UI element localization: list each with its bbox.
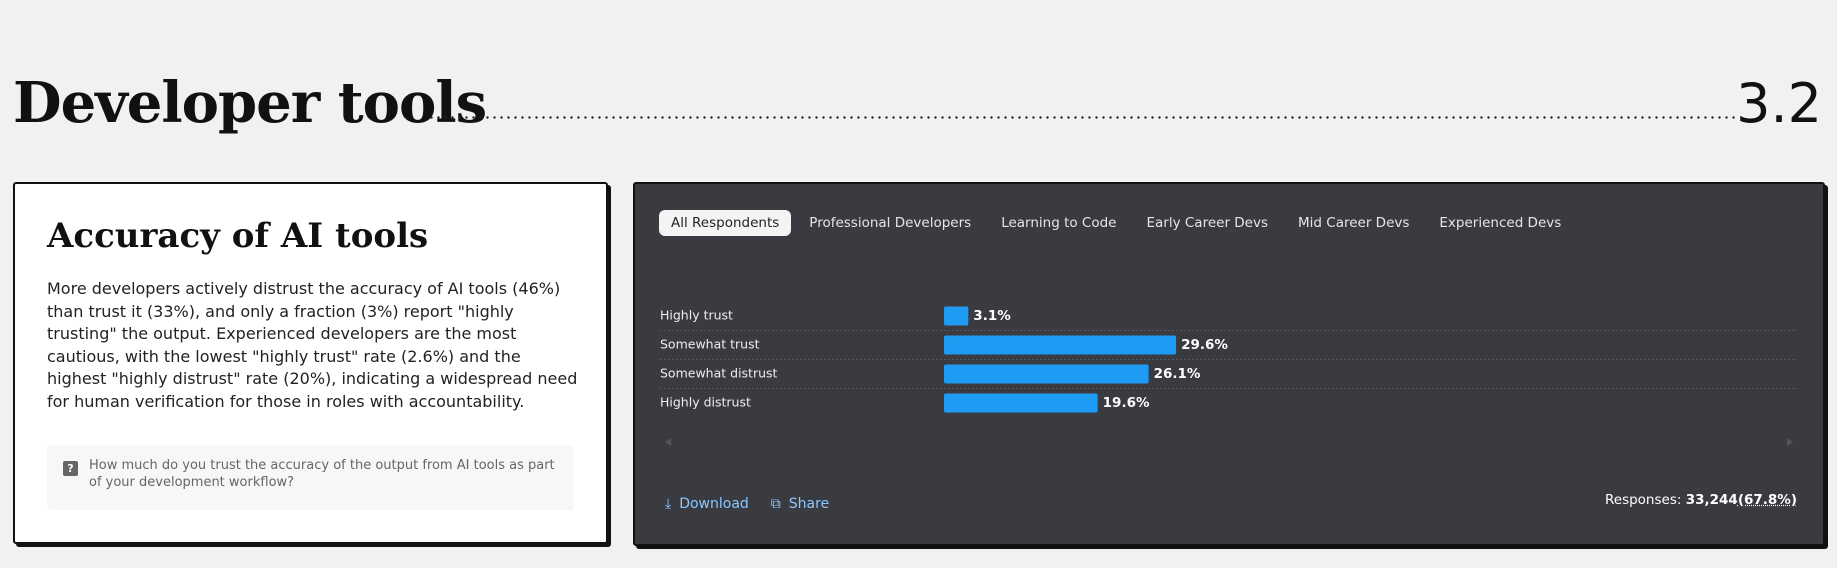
card-title: Accuracy of AI tools bbox=[47, 216, 429, 256]
question-box: ? How much do you trust the accuracy of … bbox=[47, 445, 574, 510]
bar bbox=[944, 335, 1177, 355]
tab[interactable]: Experienced Devs bbox=[1439, 215, 1562, 231]
responses-share: (67.8%) bbox=[1737, 492, 1797, 508]
question-text: How much do you trust the accuracy of th… bbox=[89, 458, 555, 490]
value-label: 29.6% bbox=[1181, 337, 1228, 353]
action-icon: ⧉ bbox=[770, 496, 781, 512]
category-label: Somewhat trust bbox=[660, 337, 760, 352]
action-label: Download bbox=[679, 496, 749, 512]
info-card: Accuracy of AI tools More developers act… bbox=[13, 182, 608, 544]
actions: ⤓ Download ⧉ Share bbox=[665, 496, 829, 512]
tab[interactable]: Professional Developers bbox=[809, 215, 972, 231]
card-text: More developers actively distrust the ac… bbox=[47, 279, 578, 411]
responses-label: Responses: bbox=[1604, 492, 1682, 508]
value-label: 3.1% bbox=[973, 308, 1011, 324]
category-label: Highly trust bbox=[660, 308, 733, 323]
scroll-left[interactable] bbox=[665, 438, 671, 446]
responses: Responses: 33,244(67.8%) bbox=[1605, 492, 1797, 508]
responses-count: 33,244 bbox=[1685, 492, 1738, 508]
tab-bar: All Respondents Professional Developers Le… bbox=[659, 210, 1573, 236]
section-number: 3.2 bbox=[1736, 72, 1822, 135]
action-icon: ⤓ bbox=[665, 496, 672, 512]
value-label: 26.1% bbox=[1154, 366, 1201, 382]
dot-leader bbox=[428, 116, 1739, 119]
value-label: 19.6% bbox=[1103, 395, 1150, 411]
scroll-right[interactable] bbox=[1787, 438, 1793, 446]
tab[interactable]: Learning to Code bbox=[1001, 215, 1117, 231]
category-label: Highly distrust bbox=[660, 395, 751, 410]
bar bbox=[944, 364, 1149, 384]
page-title: Developer tools bbox=[13, 70, 487, 136]
question-icon: ? bbox=[63, 461, 78, 476]
bar bbox=[944, 306, 969, 326]
action-button[interactable]: ⤓ Download bbox=[665, 496, 749, 512]
action-label: Share bbox=[788, 496, 830, 512]
tab[interactable]: Mid Career Devs bbox=[1298, 215, 1410, 231]
category-label: Somewhat distrust bbox=[660, 366, 778, 381]
bar bbox=[944, 393, 1098, 413]
tab[interactable]: Early Career Devs bbox=[1146, 215, 1269, 231]
action-button[interactable]: ⧉ Share bbox=[771, 496, 829, 512]
chart: Highly trust 3.1% Somewhat trust 29.6% Somew… bbox=[660, 306, 1797, 446]
tab[interactable]: All Respondents bbox=[659, 210, 792, 236]
chart-card: All Respondents Professional Developers Le… bbox=[633, 182, 1825, 546]
